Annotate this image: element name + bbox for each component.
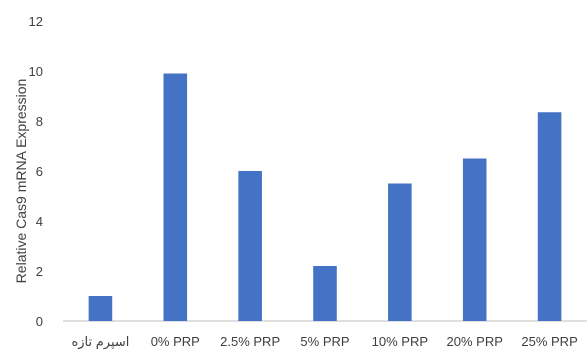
x-tick-label: 2.5% PRP (220, 334, 280, 349)
x-tick-label: اسپرم تازه (71, 334, 129, 350)
y-tick-label: 2 (36, 264, 43, 279)
y-axis-title: Relative Cas9 mRNA Expression (13, 79, 29, 284)
bar (88, 296, 113, 321)
bar (238, 171, 262, 321)
bar (537, 112, 562, 321)
y-axis-ticks: 0 2 4 6 8 10 12 (29, 14, 43, 329)
y-tick-label: 8 (36, 114, 43, 129)
y-tick-label: 10 (29, 64, 43, 79)
bar (462, 158, 487, 321)
y-tick-label: 12 (29, 14, 43, 29)
x-axis-ticks: اسپرم تازه 0% PRP 2.5% PRP 5% PRP 10% PRP 20%… (71, 334, 577, 350)
x-tick-label: 25% PRP (521, 334, 577, 349)
x-tick-label: 5% PRP (300, 334, 349, 349)
x-tick-label: 10% PRP (372, 334, 428, 349)
bar (388, 183, 412, 321)
bars-group (88, 73, 562, 321)
x-tick-label: 0% PRP (151, 334, 200, 349)
bar (163, 73, 188, 321)
bar (313, 266, 337, 321)
y-tick-label: 4 (36, 214, 43, 229)
y-tick-label: 6 (36, 164, 43, 179)
x-tick-label: 20% PRP (447, 334, 503, 349)
y-tick-label: 0 (36, 314, 43, 329)
